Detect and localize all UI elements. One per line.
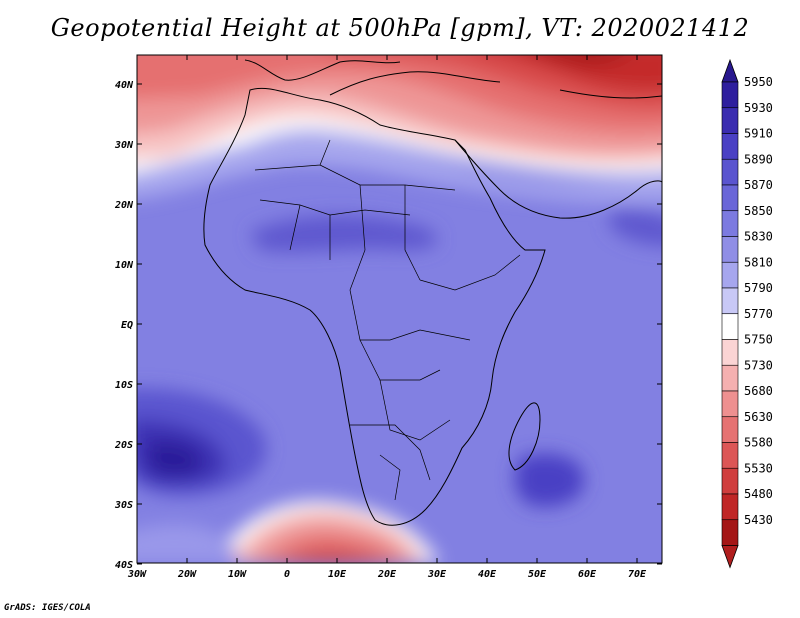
colorbar-swatch — [721, 184, 739, 212]
x-axis: 30W 20W 10W 0 10E 20E 30E 40E 50E 60E 70E — [127, 55, 647, 580]
colorbar-swatch — [721, 133, 739, 160]
colorbar-level-label: 5810 — [744, 255, 773, 269]
map-title: Geopotential Height at 500hPa [gpm], VT:… — [50, 14, 750, 42]
colorbar-level-label: 5890 — [744, 152, 773, 166]
colorbar-level-label: 5730 — [744, 358, 773, 372]
x-tick-label: 10W — [228, 569, 247, 580]
x-tick-label: 30E — [427, 569, 447, 580]
colorbar-level-label: 5910 — [744, 127, 773, 141]
country-borders — [254, 139, 521, 501]
height-field — [137, 55, 662, 563]
colorbar-level-label: 5430 — [744, 513, 773, 527]
colorbar-level-label: 5790 — [744, 281, 773, 295]
x-tick-label: 20E — [377, 569, 397, 580]
colorbar-level-label: 5850 — [744, 204, 773, 218]
y-tick-label: 20N — [114, 200, 134, 211]
x-tick-label: 30W — [127, 569, 147, 580]
colorbar-swatch — [721, 210, 739, 237]
colorbar-swatch — [721, 519, 739, 546]
x-tick-label: 40E — [478, 569, 497, 580]
colorbar-swatch — [721, 158, 739, 186]
colorbar-level-label: 5680 — [744, 384, 773, 398]
colorbar-level-label: 5830 — [744, 230, 773, 244]
x-tick-label: 50E — [528, 569, 547, 580]
colorbar-swatch — [721, 390, 739, 418]
y-tick-label: 20S — [114, 440, 133, 451]
colorbar-level-label: 5930 — [744, 101, 773, 115]
colorbar-swatch — [721, 339, 739, 366]
colorbar-swatch — [721, 493, 739, 521]
colorbar-swatch — [721, 81, 739, 109]
colorbar-swatch — [721, 261, 739, 289]
plot-frame — [136, 54, 663, 564]
colorbar-level-label: 5770 — [744, 307, 773, 321]
y-tick-label: 10S — [115, 380, 133, 391]
colorbar: 5950 5930 5910 5890 5870 5850 5830 5810 5790 5770… — [721, 58, 773, 569]
colorbar-level-label: 5530 — [744, 461, 773, 475]
colorbar-bottom-arrow — [721, 545, 739, 569]
x-tick-label: 60E — [578, 569, 597, 580]
y-tick-label: 40N — [115, 80, 134, 91]
x-tick-label: 20W — [177, 569, 197, 580]
colorbar-level-label: 5480 — [744, 487, 773, 501]
y-axis: 40N 30N 20N 10N EQ 10S 20S 30S 40S — [114, 80, 662, 571]
colorbar-swatch — [721, 467, 739, 495]
colorbar-swatch — [721, 416, 739, 443]
colorbar-level-label: 5580 — [744, 436, 773, 450]
y-tick-label: 40S — [115, 560, 133, 571]
colorbar-top-arrow — [721, 58, 739, 83]
y-tick-label: 10N — [115, 260, 134, 271]
colorbar-swatch — [721, 287, 739, 315]
colorbar-swatch — [721, 442, 739, 469]
colorbar-swatch — [721, 236, 739, 263]
colorbar-level-label: 5750 — [744, 333, 773, 347]
colorbar-swatch — [721, 107, 739, 134]
x-tick-label: 70E — [628, 569, 647, 580]
colorbar-swatch — [721, 313, 739, 340]
x-tick-label: 0 — [284, 569, 290, 580]
colorbar-swatch — [721, 364, 739, 392]
coastlines — [203, 59, 662, 526]
y-tick-label: EQ — [121, 320, 133, 331]
colorbar-level-label: 5630 — [744, 410, 773, 424]
colorbar-level-label: 5870 — [744, 178, 773, 192]
y-tick-label: 30S — [114, 500, 133, 511]
grads-credit: GrADS: IGES/COLA — [4, 603, 91, 613]
x-tick-label: 10E — [328, 569, 347, 580]
colorbar-level-label: 5950 — [744, 75, 773, 89]
y-tick-label: 30N — [114, 140, 134, 151]
